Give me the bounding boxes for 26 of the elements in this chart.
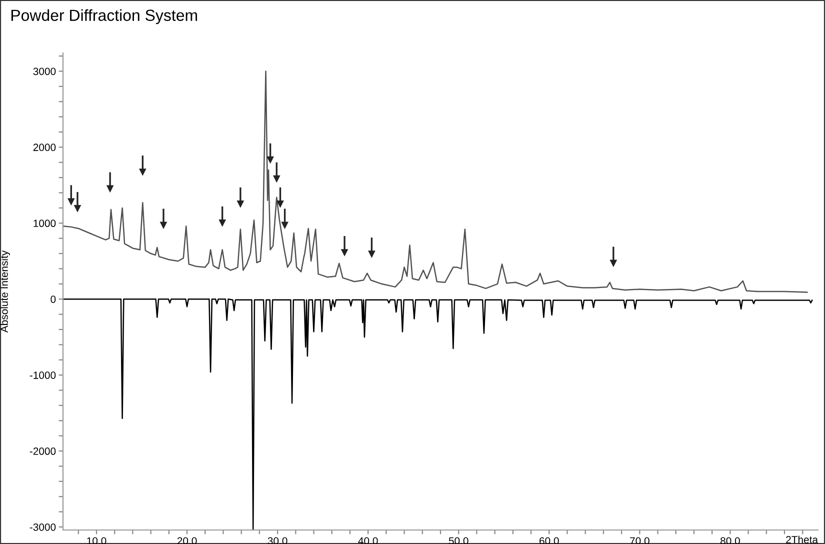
point [266,156,274,164]
point [368,250,376,258]
y-tick-label: 3000 [33,68,56,76]
point [138,168,146,176]
y-tick-label: -1000 [30,372,56,379]
point [340,249,348,256]
point [106,185,114,193]
line-series [63,70,808,293]
point [610,260,618,268]
y-axis-title: Absolute Intensity [0,250,10,333]
point [236,200,244,208]
point [160,222,168,230]
x-axis-title: 2Theta [786,536,818,544]
y-tick-label: 2000 [33,144,56,152]
point [281,222,288,230]
point [67,198,75,206]
y-tick-label: 1000 [34,220,56,228]
y-tick-label: 0 [50,296,56,303]
point [74,205,82,212]
line-series [63,298,813,530]
point [218,219,226,227]
point [276,200,284,208]
chart-title: Powder Diffraction System [11,9,197,24]
y-tick-label: -2000 [30,448,56,455]
point [272,175,280,183]
y-tick-label: -3000 [30,523,56,531]
